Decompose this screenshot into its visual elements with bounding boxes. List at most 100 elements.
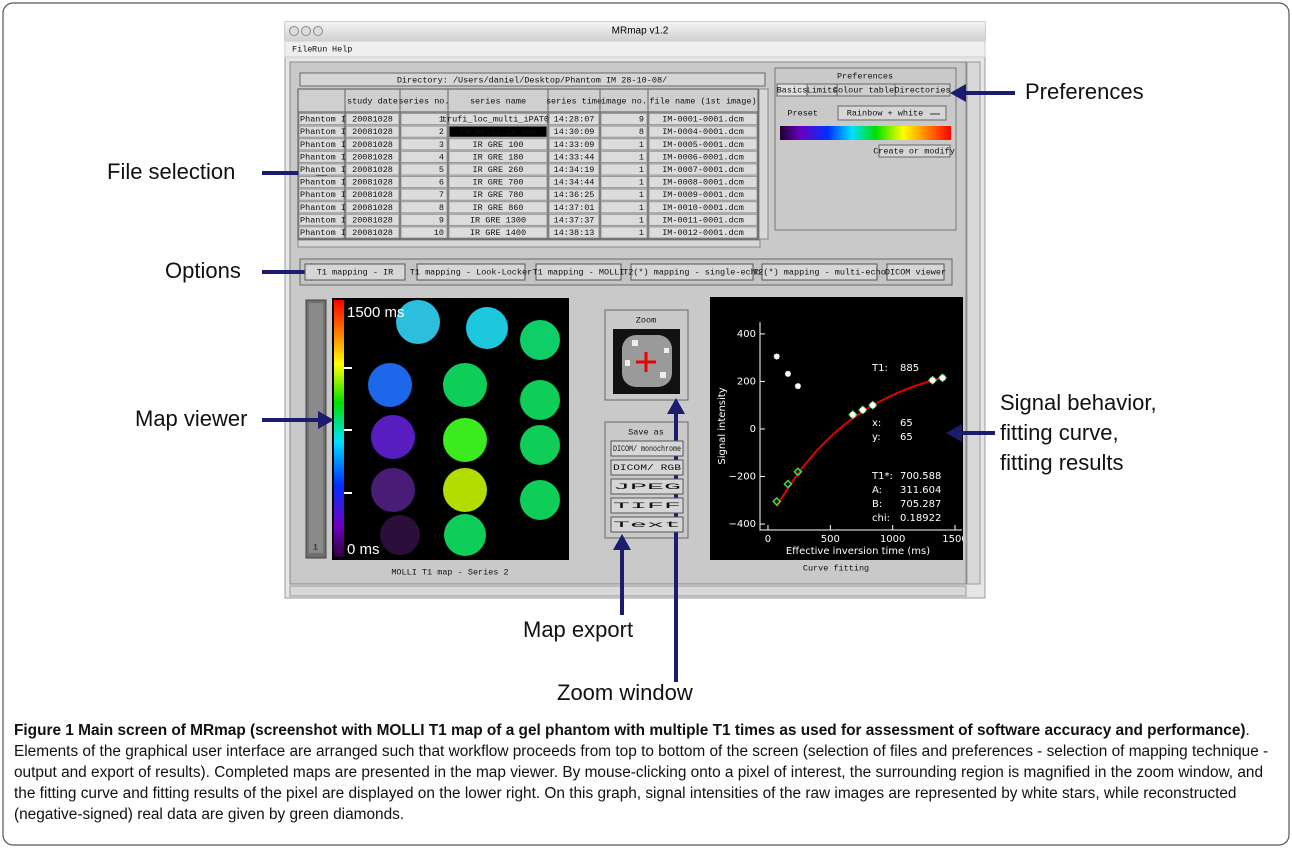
- y-axis-label: Signal intensity: [717, 387, 728, 464]
- window-title: MRmap v1.2: [612, 26, 669, 37]
- table-cell-text: IM-0010-0001.dcm: [662, 203, 744, 213]
- table-cell-text: IR GRE 100: [472, 140, 523, 150]
- table-cell-text: Phantom IM: [300, 178, 351, 188]
- page: MRmap v1.2 Directory: /Users/daniel/Desk…: [0, 0, 1292, 848]
- x-axis-label: Effective inversion time (ms): [786, 546, 930, 557]
- preset-value: Rainbow + white: [847, 108, 924, 118]
- table-cell-text: 20081028: [352, 203, 393, 213]
- annotation-options: Options: [165, 258, 241, 283]
- table-cell-text: Phantom IM: [300, 127, 351, 137]
- table-cell-text: 10: [434, 228, 444, 238]
- pixel-value: 885: [900, 363, 919, 374]
- x-tick-label: 500: [821, 534, 840, 545]
- table-cell-text: Phantom IM: [300, 228, 351, 238]
- map-min-label: 0 ms: [347, 541, 380, 558]
- fit-label: chi:: [872, 513, 890, 524]
- table-cell-text: IM-0004-0001.dcm: [662, 127, 744, 137]
- menu-item: Run: [312, 44, 327, 54]
- zoom-button[interactable]: [314, 27, 323, 36]
- h-scrollbar[interactable]: [290, 586, 966, 596]
- column-header: image no.: [601, 96, 647, 106]
- table-cell-text: 14:38:13: [554, 228, 595, 238]
- table-cell-text: 8: [639, 127, 644, 137]
- table-v-scrollbar[interactable]: [759, 89, 768, 239]
- table-cell-text: 4: [439, 152, 444, 162]
- fit-label: A:: [872, 485, 882, 496]
- v-scrollbar[interactable]: [967, 62, 980, 584]
- pixel-value: 65: [900, 432, 913, 443]
- column-header: study date: [347, 96, 398, 106]
- close-button[interactable]: [290, 27, 299, 36]
- save-label: TIFF: [613, 501, 681, 511]
- table-cell-text: trufi_loc_multi_iPAT0c: [442, 115, 554, 125]
- table-cell-text: IR GRE 1300: [470, 215, 526, 225]
- x-tick-label: 1000: [880, 534, 905, 545]
- preferences-title: Preferences: [837, 71, 893, 81]
- table-cell-text: 20081028: [352, 115, 393, 125]
- table-cell-text: 20081028: [352, 215, 393, 225]
- map-max-label: 1500 ms: [347, 304, 405, 321]
- option-label: T1 mapping - IR: [317, 267, 394, 277]
- table-cell-text: Phantom IM: [300, 140, 351, 150]
- map-caption: MOLLI T1 map - Series 2: [391, 567, 508, 577]
- pixel-label: x:: [872, 418, 881, 429]
- pixel-label: y:: [872, 432, 881, 443]
- column-header: file name (1st image): [649, 96, 756, 106]
- annotation-preferences: Preferences: [1025, 79, 1144, 104]
- table-cell-text: 14:36:25: [554, 190, 595, 200]
- annotation-signal-3: fitting results: [1000, 450, 1124, 475]
- option-label: T1 mapping - Look-Locker: [410, 267, 532, 277]
- star-point: [940, 375, 946, 381]
- column-header: series no.: [398, 96, 449, 106]
- star-point: [774, 353, 780, 359]
- table-cell-text: Phantom IM: [300, 152, 351, 162]
- table-cell-text: Phantom IM: [300, 115, 351, 125]
- table-cell-text: 14:37:37: [554, 215, 595, 225]
- table-cell-text: IM-0007-0001.dcm: [662, 165, 744, 175]
- table-cell-text: 20081028: [352, 127, 393, 137]
- table-h-scrollbar[interactable]: [298, 240, 760, 247]
- menu-item: Help: [332, 44, 352, 54]
- table-cell-text: 3: [439, 140, 444, 150]
- table-cell-text: IM-0001-0001.dcm: [662, 115, 744, 125]
- table-cell-text: 20081028: [352, 178, 393, 188]
- table-cell-text: 2: [439, 127, 444, 137]
- fit-label: T1*:: [871, 471, 893, 482]
- star-point: [850, 412, 856, 418]
- table-cell-text: 6: [439, 178, 444, 188]
- table-cell-text: 1: [639, 178, 644, 188]
- table-cell-text: 1: [639, 165, 644, 175]
- annotation-signal-2: fitting curve,: [1000, 420, 1119, 445]
- table-cell-text: IM-0011-0001.dcm: [662, 215, 744, 225]
- slider-track: [309, 303, 323, 553]
- annotation-zoom-window: Zoom window: [557, 680, 693, 705]
- table-cell-text: 1: [639, 228, 644, 238]
- table-cell-text: 1: [639, 190, 644, 200]
- tab-label: Colour tables: [833, 85, 899, 95]
- save-label: Text: [613, 520, 681, 530]
- annotation-map-viewer: Map viewer: [135, 406, 247, 431]
- option-label: T1 mapping - MOLLI: [533, 267, 625, 277]
- table-cell-text: 5: [439, 165, 444, 175]
- table-cell-text: IM-0009-0001.dcm: [662, 190, 744, 200]
- table-cell-text: 9: [639, 115, 644, 125]
- pixel-label: T1:: [871, 363, 888, 374]
- annotation-map-export: Map export: [523, 617, 633, 642]
- table-cell-text: Phantom IM: [300, 190, 351, 200]
- y-tick-label: −200: [729, 472, 756, 483]
- caption-title: Figure 1 Main screen of MRmap (screensho…: [14, 722, 1246, 739]
- table-cell-text: 7: [439, 190, 444, 200]
- table-cell-text: 14:34:44: [554, 178, 595, 188]
- y-tick-label: 200: [737, 376, 756, 387]
- table-cell-text: Phantom IM: [300, 215, 351, 225]
- menu-bar: [285, 41, 985, 57]
- star-point: [870, 402, 876, 408]
- directory-path: Directory: /Users/daniel/Desktop/Phantom…: [397, 75, 667, 85]
- minimize-button[interactable]: [302, 27, 311, 36]
- table-cell-text: IR GRE 260: [472, 165, 523, 175]
- fit-value: 0.18922: [900, 513, 941, 524]
- table-cell-text: 8: [439, 203, 444, 213]
- table-cell-text: IR GRE 860: [472, 203, 523, 213]
- table-cell-text: IR GRE 780: [472, 190, 523, 200]
- preset-label: Preset: [787, 108, 818, 118]
